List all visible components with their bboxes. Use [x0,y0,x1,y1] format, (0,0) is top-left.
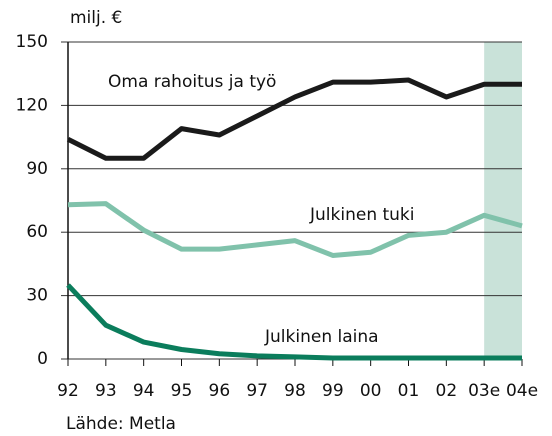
x-tick-label: 04e [506,381,538,401]
x-tick-label: 92 [57,381,79,401]
y-tick-label: 120 [16,95,48,115]
x-tick-label: 03e [468,381,500,401]
y-tick-label: 30 [26,286,48,306]
x-tick-label: 01 [398,381,420,401]
source: Lähde: Metla [66,414,176,434]
series-line [67,201,523,258]
series-line [66,283,522,361]
x-tick-label: 00 [360,381,382,401]
series-line [66,77,522,161]
series-label: Oma rahoitus ja työ [108,72,276,92]
x-tick-label: 02 [436,381,458,401]
x-tick-label: 97 [246,381,268,401]
x-tick-label: 98 [284,381,306,401]
x-tick-label: 95 [171,381,193,401]
y-axis-label: milj. € [70,8,122,28]
y-tick-label: 0 [37,349,48,369]
series-label: Julkinen laina [264,327,379,347]
y-tick-label: 60 [26,222,48,242]
highlight-band [484,42,522,359]
x-tick-label: 96 [209,381,231,401]
y-tick-label: 150 [16,32,48,52]
y-tick-label: 90 [26,159,48,179]
x-tick-label: 94 [133,381,155,401]
x-tick-label: 99 [322,381,344,401]
series-label: Julkinen tuki [309,205,415,225]
x-tick-label: 93 [95,381,117,401]
